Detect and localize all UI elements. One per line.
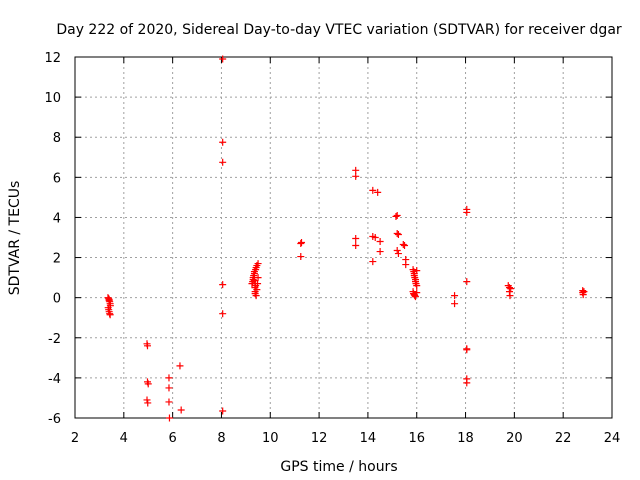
data-point bbox=[506, 292, 514, 300]
data-point bbox=[165, 398, 173, 406]
x-tick-label: 8 bbox=[217, 431, 225, 446]
data-point bbox=[143, 396, 151, 404]
data-point bbox=[105, 297, 113, 305]
grid bbox=[75, 57, 612, 418]
y-tick-label: 10 bbox=[44, 91, 61, 106]
data-point bbox=[297, 253, 305, 261]
data-point bbox=[376, 248, 384, 256]
data-point bbox=[254, 274, 262, 282]
data-point bbox=[352, 172, 360, 180]
x-tick-label: 16 bbox=[408, 431, 425, 446]
y-tick-label: 8 bbox=[53, 131, 61, 146]
data-point bbox=[413, 267, 421, 275]
axes bbox=[74, 56, 613, 419]
x-tick-label: 6 bbox=[168, 431, 176, 446]
y-tick-label: 0 bbox=[53, 292, 61, 307]
data-point bbox=[507, 285, 515, 293]
data-point bbox=[451, 292, 459, 300]
data-point bbox=[219, 138, 227, 146]
data-point bbox=[463, 379, 471, 387]
x-tick-label: 22 bbox=[555, 431, 572, 446]
data-point bbox=[254, 260, 262, 268]
data-point bbox=[451, 300, 459, 308]
data-point bbox=[254, 280, 262, 288]
data-point bbox=[165, 384, 173, 392]
data-point bbox=[165, 374, 173, 382]
y-axis-label: SDTVAR / TECUs bbox=[7, 181, 23, 296]
data-point bbox=[298, 239, 306, 247]
data-point bbox=[393, 229, 401, 237]
data-point bbox=[413, 282, 421, 290]
y-tick-label: -6 bbox=[48, 412, 61, 427]
data-point bbox=[374, 188, 382, 196]
x-tick-label: 14 bbox=[360, 431, 377, 446]
data-point bbox=[369, 186, 377, 194]
y-tick-label: -4 bbox=[48, 372, 61, 387]
x-tick-label: 12 bbox=[311, 431, 328, 446]
data-point bbox=[352, 166, 360, 174]
data-point bbox=[394, 230, 402, 238]
data-point bbox=[401, 242, 409, 250]
data-point bbox=[393, 247, 401, 255]
x-tick-label: 10 bbox=[262, 431, 279, 446]
data-point bbox=[297, 240, 305, 248]
data-point bbox=[413, 289, 421, 297]
data-point bbox=[399, 241, 407, 249]
data-point bbox=[412, 293, 420, 301]
y-tick-label: 2 bbox=[53, 252, 61, 267]
data-point bbox=[392, 212, 400, 220]
data-point bbox=[253, 286, 261, 294]
data-point bbox=[352, 235, 360, 243]
data-point bbox=[176, 362, 184, 370]
x-axis-label: GPS time / hours bbox=[280, 459, 397, 475]
x-tick-label: 20 bbox=[506, 431, 523, 446]
data-points bbox=[104, 55, 588, 422]
data-point bbox=[394, 250, 402, 258]
x-tick-label: 24 bbox=[604, 431, 621, 446]
data-point bbox=[463, 208, 471, 216]
data-point bbox=[369, 258, 377, 266]
data-point bbox=[219, 158, 227, 166]
data-point bbox=[219, 55, 227, 63]
x-tick-label: 2 bbox=[71, 431, 79, 446]
data-point bbox=[371, 234, 379, 241]
data-point bbox=[376, 238, 384, 246]
data-point bbox=[219, 310, 227, 318]
chart-title: Day 222 of 2020, Sidereal Day-to-day VTE… bbox=[56, 22, 622, 38]
x-tick-label: 4 bbox=[120, 431, 128, 446]
data-point bbox=[144, 380, 152, 388]
data-point bbox=[106, 311, 114, 319]
data-point bbox=[165, 414, 173, 422]
data-point bbox=[250, 277, 258, 285]
y-tick-label: 12 bbox=[44, 51, 61, 66]
data-point bbox=[219, 281, 227, 289]
y-tick-label: -2 bbox=[48, 332, 61, 347]
data-point bbox=[579, 291, 587, 299]
data-point bbox=[252, 292, 260, 300]
data-point bbox=[463, 346, 471, 354]
data-point bbox=[177, 406, 185, 414]
data-point bbox=[463, 278, 471, 286]
data-point bbox=[219, 407, 227, 415]
x-tick-label: 18 bbox=[457, 431, 474, 446]
plot-frame bbox=[74, 56, 613, 419]
y-tick-label: 6 bbox=[53, 171, 61, 186]
y-tick-label: 4 bbox=[53, 211, 61, 226]
data-point bbox=[143, 342, 151, 350]
data-point bbox=[393, 211, 401, 219]
data-point bbox=[402, 261, 410, 269]
data-point bbox=[580, 288, 588, 296]
data-point bbox=[144, 399, 152, 407]
data-point bbox=[352, 242, 360, 250]
